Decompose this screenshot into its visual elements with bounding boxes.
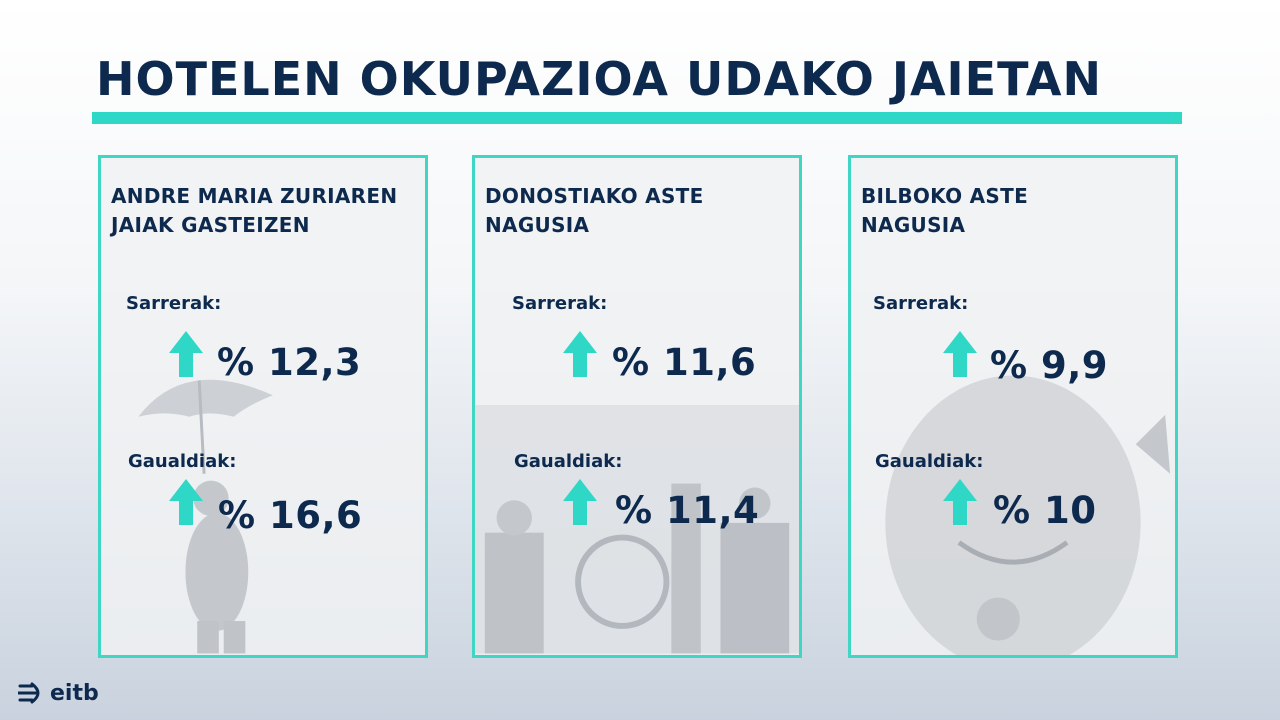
title-underline <box>92 112 1182 124</box>
card-gasteiz: ANDRE MARIA ZURIAREN JAIAK GASTEIZEN Sar… <box>98 155 428 658</box>
eitb-logo: eitb <box>18 680 99 706</box>
arrow-up-icon <box>169 331 203 377</box>
entries-label: Sarrerak: <box>126 293 222 314</box>
arrow-up-icon <box>563 479 597 525</box>
arrow-up-icon <box>169 479 203 525</box>
nights-value: % 11,4 <box>615 489 760 532</box>
card-title: DONOSTIAKO ASTE NAGUSIA <box>485 184 704 237</box>
entries-value: % 12,3 <box>217 341 362 384</box>
nights-value: % 10 <box>993 489 1097 532</box>
entries-value: % 9,9 <box>990 344 1108 387</box>
arrow-up-icon <box>943 479 977 525</box>
nights-value: % 16,6 <box>218 494 363 537</box>
arrow-up-icon <box>943 331 977 377</box>
card-bilbo: BILBOKO ASTE NAGUSIA Sarrerak: % 9,9 Gau… <box>848 155 1178 658</box>
marijaia-image <box>885 375 1171 655</box>
nights-label: Gaualdiak: <box>875 451 984 472</box>
logo-text: eitb <box>50 680 99 706</box>
card-donostia: DONOSTIAKO ASTE NAGUSIA Sarrerak: % 11,6… <box>472 155 802 658</box>
umbrella-figure-image <box>138 379 273 654</box>
entries-label: Sarrerak: <box>873 293 969 314</box>
card-title: BILBOKO ASTE NAGUSIA <box>861 184 1029 237</box>
parade-image <box>475 405 799 654</box>
nights-label: Gaualdiak: <box>514 451 623 472</box>
card-title: ANDRE MARIA ZURIAREN JAIAK GASTEIZEN <box>111 184 398 237</box>
eitb-logo-icon <box>18 682 40 704</box>
arrow-up-icon <box>563 331 597 377</box>
entries-label: Sarrerak: <box>512 293 608 314</box>
page-title: HOTELEN OKUPAZIOA UDAKO JAIETAN <box>96 52 1102 106</box>
entries-value: % 11,6 <box>612 341 757 384</box>
nights-label: Gaualdiak: <box>128 451 237 472</box>
